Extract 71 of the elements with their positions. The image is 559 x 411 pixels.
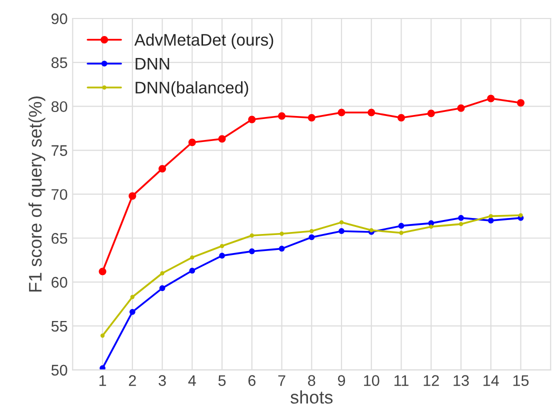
point	[310, 229, 314, 234]
point	[250, 233, 254, 238]
x-tick-label: 4	[188, 375, 196, 386]
y-tick-label: 50	[51, 364, 68, 376]
point	[399, 230, 404, 235]
point	[368, 108, 376, 116]
legend-label: DNN(balanced)	[136, 81, 248, 97]
point	[488, 214, 493, 218]
y-tick-label: 90	[52, 13, 68, 24]
point	[458, 222, 464, 226]
x-tick-label: 9	[338, 375, 346, 386]
x-tick-label: 1	[99, 375, 106, 386]
y-tick-label: 70	[52, 189, 68, 200]
point	[518, 213, 523, 218]
point	[160, 271, 164, 276]
x-tick-label: 14	[484, 375, 499, 386]
x-tick-label: 6	[248, 375, 256, 386]
point	[308, 114, 316, 122]
x-axis-title: shots	[290, 390, 333, 404]
point	[516, 99, 524, 107]
x-tick-label: 10	[364, 375, 380, 386]
y-tick-label: 55	[51, 321, 68, 332]
y-tick-label: 85	[51, 57, 68, 68]
y-axis-title: F1 score of query set(%)	[28, 96, 46, 292]
point	[248, 116, 256, 124]
point	[487, 94, 495, 102]
x-tick-label: 15	[513, 375, 529, 386]
x-tick-label: 5	[218, 375, 226, 386]
x-tick-label: 11	[394, 375, 408, 386]
point	[100, 365, 106, 370]
point	[248, 248, 255, 254]
point	[338, 228, 344, 234]
point	[128, 192, 136, 200]
x-tick-label: 2	[128, 375, 136, 386]
legend-label: DNN	[136, 58, 170, 70]
point	[278, 246, 285, 252]
point	[457, 104, 465, 112]
point	[398, 222, 404, 229]
point	[339, 220, 344, 224]
point	[278, 112, 286, 120]
y-tick-label: 80	[51, 101, 68, 112]
x-tick-label: 3	[158, 375, 166, 386]
point	[190, 255, 194, 260]
point	[220, 244, 224, 248]
point	[100, 334, 105, 338]
y-tick-label: 60	[52, 276, 68, 288]
y-tick-label: 65	[52, 232, 68, 244]
point	[488, 218, 494, 224]
point	[218, 135, 226, 143]
x-tick-label: 13	[454, 375, 469, 386]
legend-label: AdvMetaDet (ours)	[134, 33, 274, 50]
x-tick-label: 12	[424, 375, 439, 386]
point	[219, 252, 225, 259]
x-tick-label: 7	[278, 375, 286, 386]
point	[398, 114, 406, 122]
point	[130, 294, 134, 300]
point	[308, 234, 315, 240]
point	[458, 215, 464, 221]
x-tick-label: 8	[308, 375, 316, 386]
point	[338, 108, 346, 116]
point	[427, 110, 435, 118]
point	[158, 164, 166, 172]
point	[189, 268, 196, 274]
point	[369, 228, 374, 232]
point	[98, 268, 106, 276]
point	[280, 232, 284, 236]
y-tick-label: 75	[52, 145, 68, 156]
point	[129, 309, 136, 315]
point	[188, 138, 196, 146]
point	[429, 224, 434, 229]
point	[159, 285, 166, 292]
